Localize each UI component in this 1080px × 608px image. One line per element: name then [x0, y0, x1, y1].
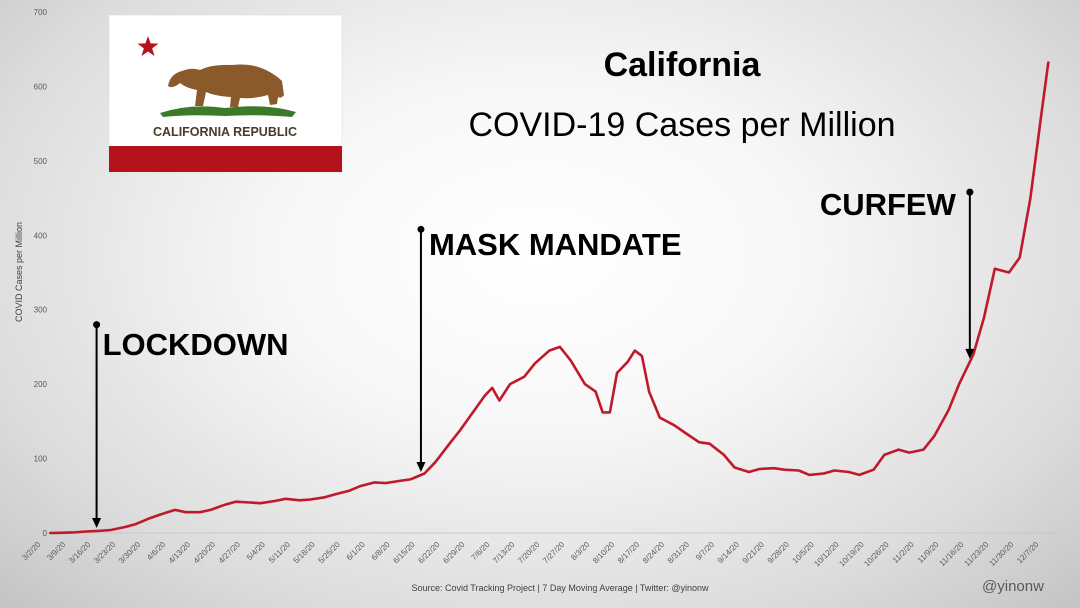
annotation-arrowhead [965, 348, 975, 359]
x-tick-label: 5/18/20 [292, 540, 318, 566]
x-tick-label: 3/9/20 [45, 540, 67, 562]
x-tick-label: 9/21/20 [741, 540, 767, 566]
y-tick-label: 200 [34, 380, 48, 389]
x-tick-label: 5/4/20 [245, 540, 267, 562]
y-tick-label: 100 [34, 455, 48, 464]
x-tick-label: 3/2/20 [20, 540, 42, 562]
x-tick-label: 7/6/20 [469, 540, 491, 562]
x-tick-label: 3/30/20 [117, 540, 143, 566]
x-tick-label: 10/26/20 [862, 540, 891, 569]
flag-bear-icon [168, 64, 284, 107]
annotation-label: CURFEW [820, 187, 957, 222]
x-tick-label: 11/23/20 [963, 540, 991, 568]
flag-grass [160, 106, 296, 117]
x-tick-label: 9/7/20 [694, 540, 716, 562]
y-tick-labels: 0 100 200 300 400 500 600 700 [34, 8, 48, 538]
x-tick-label: 7/27/20 [541, 540, 567, 566]
y-tick-label: 700 [34, 8, 48, 17]
x-tick-label: 11/2/20 [891, 540, 916, 565]
x-tick-label: 3/23/20 [92, 540, 118, 566]
x-tick-label: 6/1/20 [345, 540, 367, 562]
y-tick-label: 600 [34, 82, 48, 91]
x-tick-label: 8/10/20 [591, 540, 617, 566]
x-tick-label: 4/20/20 [192, 540, 218, 566]
annotation-arrowhead [92, 517, 102, 528]
x-tick-label: 11/16/20 [938, 540, 966, 568]
series-line [48, 61, 1050, 535]
annotation-arrowhead [416, 461, 426, 472]
flag-star-icon [137, 36, 159, 56]
x-tick-labels: 3/2/20 3/9/20 3/16/20 3/23/20 3/30/20 4/6/20 4… [20, 540, 1040, 569]
x-tick-label: 11/30/20 [988, 540, 1016, 568]
chart-title: California [604, 46, 762, 84]
x-tick-label: 9/14/20 [716, 540, 742, 566]
x-tick-label: 8/24/20 [641, 540, 667, 566]
x-tick-label: 6/15/20 [391, 540, 417, 566]
y-tick-label: 400 [34, 231, 48, 240]
x-tick-label: 8/31/20 [666, 540, 692, 566]
x-tick-label: 6/22/20 [416, 540, 442, 566]
x-tick-label: 3/16/20 [67, 540, 93, 566]
x-tick-label: 6/29/20 [441, 540, 467, 566]
flag-stripe [109, 146, 342, 172]
x-tick-label: 7/20/20 [516, 540, 542, 566]
annotations-layer: LOCKDOWN MASK MANDATE CURFEW [92, 187, 975, 528]
annotation-label: LOCKDOWN [103, 327, 289, 362]
x-tick-label: 5/11/20 [267, 540, 292, 565]
chart-subtitle: COVID-19 Cases per Million [468, 106, 895, 144]
x-tick-label: 4/6/20 [145, 540, 167, 562]
source-note: Source: Covid Tracking Project | 7 Day M… [411, 583, 709, 593]
y-tick-label: 0 [43, 529, 48, 538]
y-tick-label: 300 [34, 306, 48, 315]
x-tick-label: 4/13/20 [167, 540, 193, 566]
x-tick-label: 4/27/20 [217, 540, 243, 566]
y-tick-label: 500 [34, 157, 48, 166]
x-tick-label: 12/7/20 [1015, 540, 1041, 566]
series-layer [48, 61, 1050, 535]
california-flag: CALIFORNIA REPUBLIC [108, 14, 343, 173]
x-tick-label: 8/3/20 [569, 540, 591, 562]
twitter-handle: @yinonw [982, 578, 1044, 595]
x-tick-label: 9/28/20 [766, 540, 792, 566]
x-tick-label: 6/8/20 [370, 540, 392, 562]
x-tick-label: 7/13/20 [491, 540, 517, 566]
y-axis-label: COVID Cases per Million [14, 222, 24, 322]
x-tick-label: 10/19/20 [837, 540, 866, 569]
annotation-label: MASK MANDATE [429, 227, 682, 262]
x-tick-label: 5/25/20 [317, 540, 343, 566]
x-tick-label: 8/17/20 [616, 540, 642, 566]
flag-republic-label: CALIFORNIA REPUBLIC [153, 125, 297, 139]
x-tick-label: 10/12/20 [812, 540, 841, 569]
